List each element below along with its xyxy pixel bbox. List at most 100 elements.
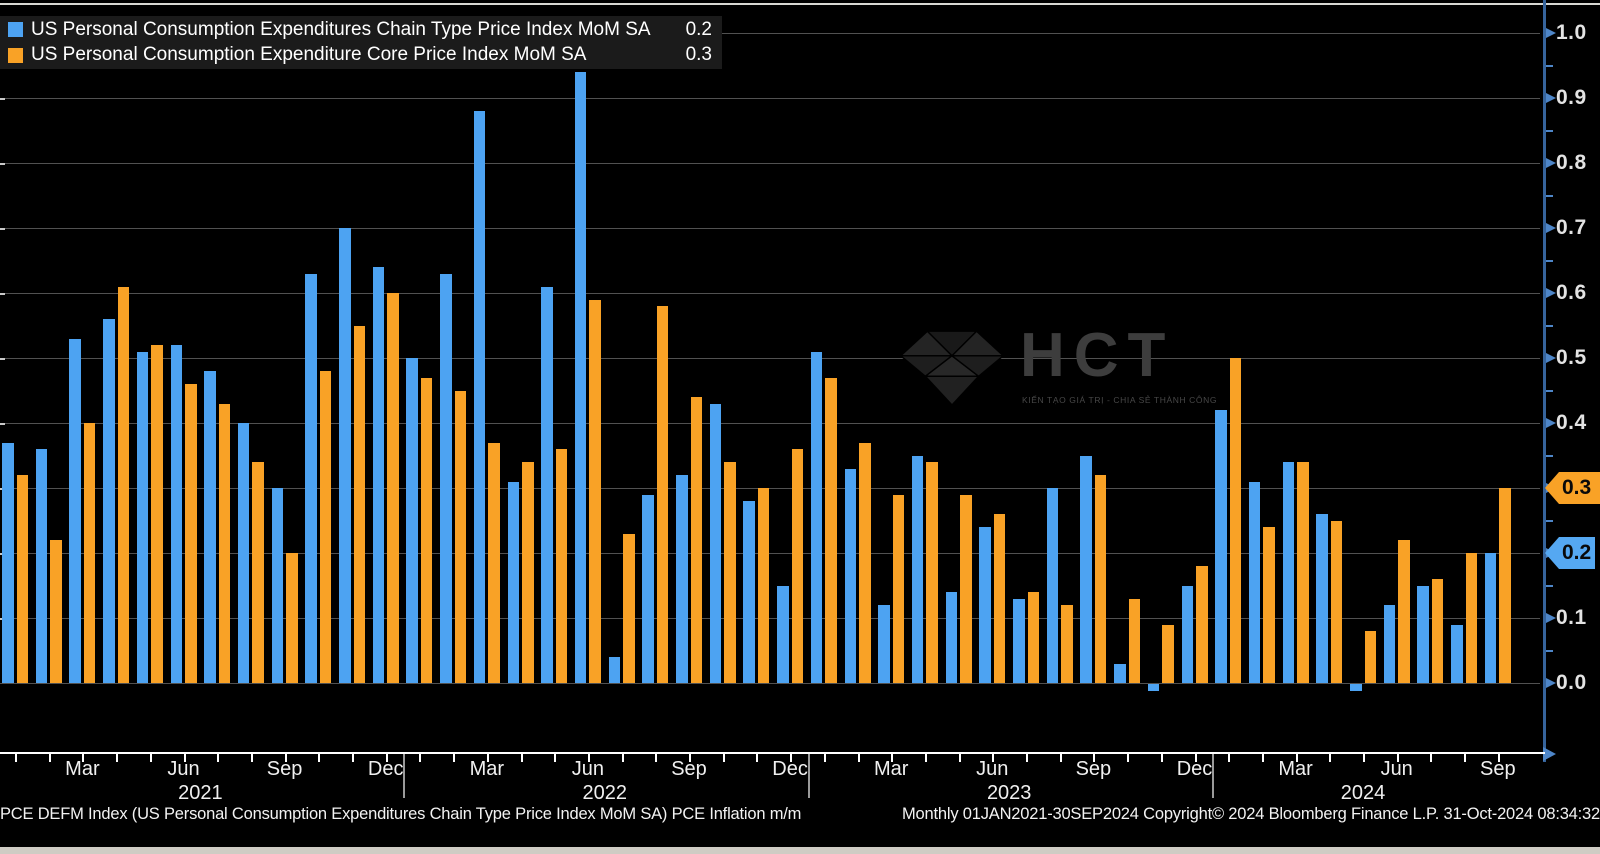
- month-label-sep: Sep: [1480, 758, 1516, 780]
- bar-core-jul-2021: [218, 403, 231, 683]
- bar-headline-jan-2022: [406, 358, 418, 683]
- y-axis-label: 0.5: [1556, 346, 1587, 369]
- month-tick: [1396, 754, 1399, 762]
- headline-series-swatch-icon: [8, 22, 23, 38]
- y-major-tick-arrow-icon: [1546, 678, 1556, 688]
- bar-headline-dec-2022: [777, 585, 789, 683]
- y-minor-tick: [1546, 454, 1553, 457]
- y-minor-tick: [1546, 324, 1553, 327]
- bar-headline-sep-2024: [1484, 553, 1497, 683]
- y-axis-label: 1.0: [1556, 21, 1587, 44]
- month-tick: [790, 754, 793, 762]
- bar-core-jun-2022: [589, 299, 601, 683]
- gridline-0.3: [0, 488, 1540, 489]
- bar-core-aug-2021: [252, 462, 264, 683]
- bar-core-may-2023: [960, 494, 972, 683]
- bar-headline-may-2024: [1350, 684, 1362, 691]
- month-tick: [1497, 754, 1500, 762]
- bar-core-jun-2021: [185, 384, 197, 683]
- bar-headline-nov-2022: [743, 501, 755, 683]
- bar-core-dec-2022: [791, 449, 804, 683]
- month-tick: [1430, 754, 1433, 762]
- bar-headline-aug-2021: [237, 423, 250, 683]
- headline-last-value: 0.2: [1562, 541, 1592, 564]
- bar-core-mar-2023: [892, 494, 905, 683]
- month-tick: [1228, 754, 1231, 762]
- month-tick: [15, 754, 17, 762]
- gridline-0.0: [0, 683, 1540, 684]
- month-label-jun: Jun: [1380, 758, 1413, 780]
- bar-core-oct-2022: [724, 462, 736, 683]
- left-axis-stub: [0, 97, 5, 100]
- month-tick: [385, 754, 388, 762]
- bar-headline-oct-2022: [709, 403, 722, 683]
- y-minor-tick: [1546, 519, 1553, 522]
- month-tick: [82, 754, 85, 762]
- legend-item-headline[interactable]: US Personal Consumption Expenditures Cha…: [0, 18, 722, 42]
- left-axis-stub: [0, 357, 5, 360]
- bar-core-jul-2022: [623, 533, 635, 683]
- month-label-sep: Sep: [671, 758, 707, 780]
- bar-core-mar-2022: [488, 442, 500, 683]
- legend-item-core[interactable]: US Personal Consumption Expenditure Core…: [0, 43, 722, 67]
- bar-headline-jan-2021: [2, 442, 14, 683]
- month-tick: [217, 754, 220, 762]
- month-label-jun: Jun: [167, 758, 200, 780]
- chart-plot-area: [0, 33, 1540, 691]
- month-tick: [823, 754, 826, 762]
- gridline-0.1: [0, 618, 1540, 619]
- month-label-mar: Mar: [1278, 758, 1313, 780]
- y-major-tick-arrow-icon: [1546, 288, 1556, 298]
- bar-core-jun-2024: [1398, 540, 1410, 683]
- month-tick: [1363, 754, 1365, 762]
- bar-headline-feb-2024: [1248, 481, 1261, 683]
- y-minor-tick: [1546, 129, 1553, 132]
- chart-footer: PCE DEFM Index (US Personal Consumption …: [0, 805, 1600, 824]
- month-tick: [352, 754, 354, 762]
- left-axis-stub: [0, 292, 5, 295]
- year-separator: [807, 754, 810, 798]
- month-tick: [1160, 754, 1163, 762]
- bar-headline-jan-2024: [1215, 410, 1227, 683]
- month-tick: [857, 754, 860, 762]
- bar-headline-apr-2023: [911, 455, 924, 683]
- bar-headline-apr-2022: [507, 481, 519, 683]
- month-label-jun: Jun: [571, 758, 605, 780]
- bar-core-apr-2023: [926, 462, 938, 683]
- y-axis-label: 0.7: [1556, 216, 1587, 239]
- gridline-0.6: [0, 293, 1540, 294]
- right-value-axis: [1543, 0, 1546, 762]
- bar-headline-oct-2023: [1114, 663, 1126, 683]
- bar-core-jan-2024: [1229, 358, 1242, 683]
- month-tick: [1093, 754, 1096, 762]
- bar-headline-jul-2021: [204, 371, 216, 683]
- month-tick: [453, 754, 456, 762]
- month-tick: [958, 754, 961, 762]
- month-tick: [1194, 754, 1197, 762]
- bar-core-jul-2024: [1431, 579, 1444, 683]
- month-tick: [992, 754, 995, 762]
- month-tick: [284, 754, 287, 762]
- gridline-0.5: [0, 358, 1540, 359]
- month-tick: [891, 754, 894, 762]
- month-label-sep: Sep: [1075, 758, 1112, 780]
- bar-headline-jul-2023: [1013, 598, 1025, 683]
- month-tick: [486, 754, 489, 762]
- left-axis-stub: [0, 162, 5, 165]
- bar-core-aug-2023: [1061, 605, 1073, 683]
- bar-headline-apr-2021: [103, 319, 115, 683]
- gridline-0.8: [0, 163, 1540, 164]
- bar-core-apr-2022: [522, 462, 534, 683]
- bar-core-dec-2021: [387, 293, 399, 683]
- bar-core-jan-2021: [16, 475, 28, 683]
- bar-core-jun-2023: [993, 514, 1006, 683]
- bar-core-may-2021: [151, 345, 163, 683]
- month-tick: [250, 754, 253, 762]
- legend-label: US Personal Consumption Expenditure Core…: [31, 44, 587, 66]
- month-tick: [621, 754, 624, 762]
- bar-core-sep-2022: [690, 397, 702, 683]
- month-tick: [1059, 754, 1062, 762]
- bar-headline-jun-2021: [170, 345, 182, 683]
- left-axis-stub: [0, 422, 5, 425]
